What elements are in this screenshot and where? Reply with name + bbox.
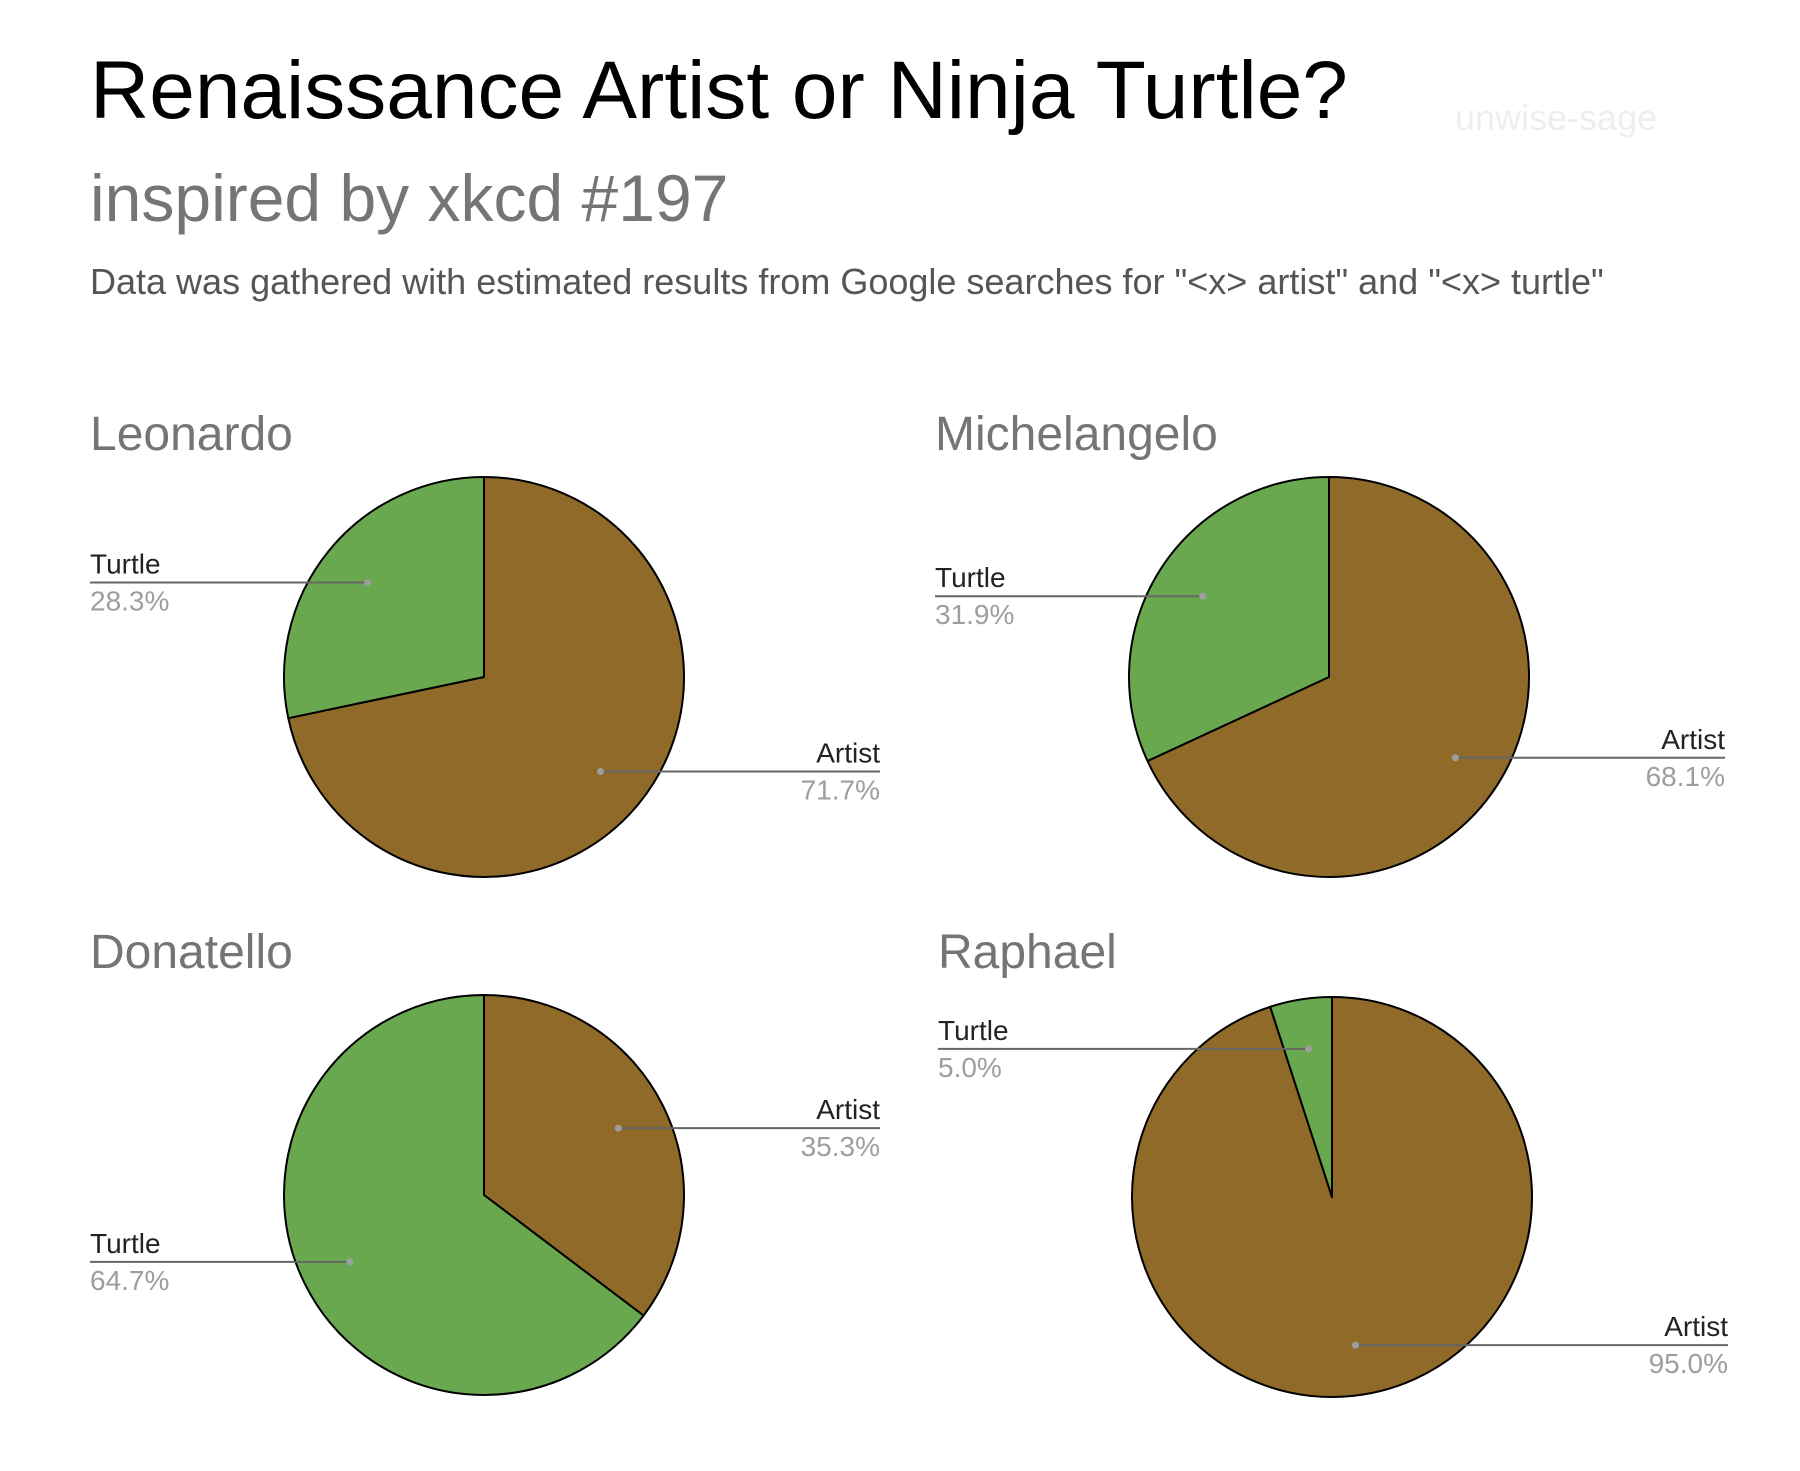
leader-dot: [614, 1124, 622, 1132]
slice-label: Artist: [1664, 1311, 1728, 1342]
slice-percent: 28.3%: [90, 585, 169, 616]
pie-title: Raphael: [938, 926, 1117, 979]
slice-label: Artist: [1661, 724, 1725, 755]
slice-label: Turtle: [935, 562, 1006, 593]
pie-slice-artist: [483, 994, 686, 1317]
leader-dot: [1451, 754, 1459, 762]
slice-label: Artist: [816, 738, 880, 769]
leader-dot: [1199, 592, 1207, 600]
pie-slice-turtle: [283, 476, 485, 720]
chart-subtitle: inspired by xkcd #197: [90, 161, 729, 235]
leader-dot: [346, 1258, 354, 1266]
pie-title: Leonardo: [90, 408, 293, 461]
slice-label: Turtle: [938, 1015, 1009, 1046]
slice-label: Turtle: [90, 548, 161, 579]
leader-dot: [596, 768, 604, 776]
pie-chart-raphael: Raphael Artist 95.0% Turtle 5.0%: [938, 926, 1728, 1398]
slice-label: Turtle: [90, 1228, 161, 1259]
leader-dot: [364, 578, 372, 586]
data-source-note: Data was gathered with estimated results…: [90, 261, 1604, 302]
slice-percent: 35.3%: [801, 1131, 880, 1162]
pie-title: Michelangelo: [935, 408, 1218, 461]
pie-slice-artist: [1146, 476, 1530, 878]
slice-label: Artist: [816, 1094, 880, 1125]
slice-percent: 68.1%: [1646, 761, 1725, 792]
pie-slice-turtle: [283, 994, 645, 1396]
pie-slice-artist: [287, 476, 685, 878]
slice-percent: 71.7%: [801, 775, 880, 806]
leader-dot: [1305, 1045, 1313, 1053]
slice-percent: 95.0%: [1649, 1348, 1728, 1379]
chart-title: Renaissance Artist or Ninja Turtle?: [90, 45, 1348, 136]
pie-chart-leonardo: Leonardo Artist 71.7% Turtle 28.3%: [90, 408, 880, 878]
leader-dot: [1351, 1341, 1359, 1349]
pie-slice-turtle: [1128, 476, 1330, 763]
slice-percent: 64.7%: [90, 1265, 169, 1296]
pie-chart-michelangelo: Michelangelo Artist 68.1% Turtle 31.9%: [935, 408, 1725, 878]
pie-title: Donatello: [90, 926, 293, 979]
pie-chart-donatello: Donatello Artist 35.3% Turtle 64.7%: [90, 926, 880, 1396]
slice-percent: 5.0%: [938, 1052, 1002, 1083]
slice-percent: 31.9%: [935, 599, 1014, 630]
watermark: unwise-sage: [1455, 97, 1658, 138]
pie-slice-turtle: [1269, 996, 1333, 1198]
